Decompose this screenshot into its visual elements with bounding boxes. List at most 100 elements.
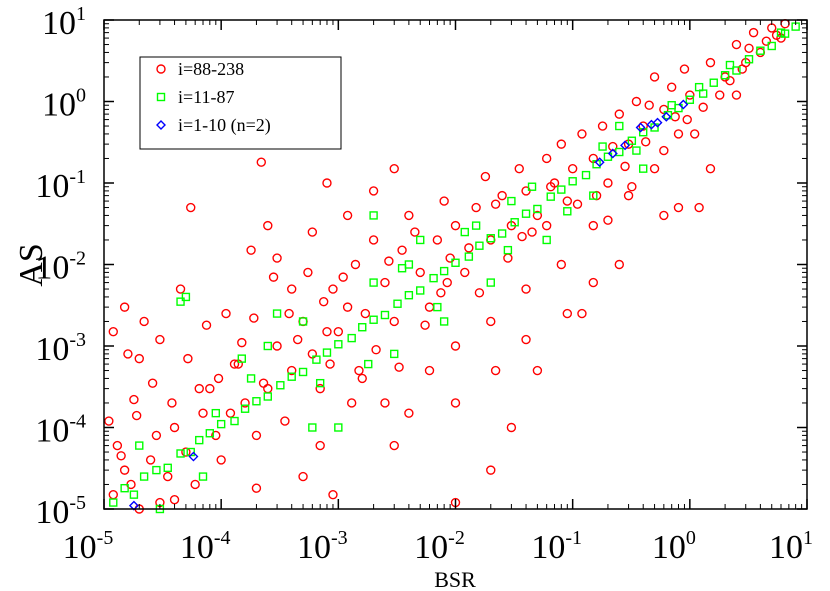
data-point bbox=[546, 182, 556, 192]
data-point bbox=[436, 288, 446, 298]
data-point bbox=[439, 317, 449, 326]
data-point bbox=[557, 185, 566, 194]
data-point bbox=[303, 267, 313, 278]
data-point bbox=[190, 479, 200, 490]
data-point bbox=[652, 117, 663, 128]
data-point bbox=[237, 354, 246, 363]
data-point bbox=[334, 340, 343, 349]
data-point bbox=[205, 383, 215, 394]
data-point bbox=[659, 210, 669, 221]
data-point bbox=[486, 278, 495, 287]
y-tick-label: 10-3 bbox=[35, 329, 86, 368]
data-point bbox=[333, 326, 344, 337]
data-point bbox=[404, 210, 414, 221]
data-point bbox=[258, 378, 269, 388]
data-point bbox=[620, 161, 630, 172]
data-point bbox=[169, 495, 180, 505]
legend-marker bbox=[156, 120, 166, 130]
data-point bbox=[129, 394, 139, 405]
data-point bbox=[748, 27, 759, 38]
data-point bbox=[216, 455, 226, 465]
data-point bbox=[464, 243, 474, 253]
data-point bbox=[249, 313, 259, 323]
data-point bbox=[280, 416, 290, 426]
data-point bbox=[358, 323, 367, 332]
data-point bbox=[272, 253, 282, 263]
data-point bbox=[514, 163, 524, 174]
data-point bbox=[315, 378, 325, 388]
y-tick-label: 10-5 bbox=[35, 492, 86, 531]
data-point bbox=[506, 422, 517, 433]
data-point bbox=[155, 334, 165, 345]
data-point bbox=[135, 441, 144, 450]
data-point bbox=[252, 397, 261, 406]
series-1 bbox=[109, 22, 800, 514]
data-point bbox=[357, 373, 367, 384]
data-point bbox=[542, 235, 551, 245]
series-2 bbox=[128, 99, 689, 511]
x-tick-label: 10-1 bbox=[531, 527, 582, 566]
x-tick-label: 10-3 bbox=[297, 527, 348, 566]
data-point bbox=[390, 349, 399, 359]
y-tick-label: 101 bbox=[42, 3, 86, 42]
data-point bbox=[588, 220, 598, 231]
data-point bbox=[298, 367, 308, 377]
data-point bbox=[572, 199, 583, 209]
data-point bbox=[198, 408, 208, 418]
data-point bbox=[342, 210, 353, 221]
data-point bbox=[517, 231, 527, 242]
data-point bbox=[546, 192, 555, 201]
data-point bbox=[350, 259, 361, 270]
data-point bbox=[445, 253, 455, 263]
data-point bbox=[556, 259, 567, 270]
data-point bbox=[312, 355, 321, 364]
data-point bbox=[623, 190, 634, 201]
data-point bbox=[246, 374, 256, 383]
data-point bbox=[229, 359, 240, 369]
data-point bbox=[638, 121, 648, 131]
data-point bbox=[230, 416, 239, 426]
data-point bbox=[216, 419, 226, 429]
data-point bbox=[533, 204, 542, 214]
data-point bbox=[354, 365, 364, 376]
data-point bbox=[416, 235, 425, 245]
data-point bbox=[338, 272, 348, 282]
x-tick-label: 10-4 bbox=[180, 527, 231, 566]
data-point bbox=[563, 207, 572, 216]
data-point bbox=[497, 190, 507, 201]
data-point bbox=[134, 353, 144, 364]
data-point bbox=[527, 182, 537, 191]
data-point bbox=[497, 229, 507, 238]
y-tick-label: 10-1 bbox=[35, 166, 86, 205]
data-point bbox=[308, 423, 317, 432]
data-point bbox=[433, 302, 442, 312]
data-point bbox=[195, 435, 204, 445]
data-point bbox=[328, 284, 338, 294]
data-point bbox=[181, 292, 191, 302]
data-point bbox=[246, 245, 256, 255]
data-point bbox=[284, 308, 294, 319]
y-tick-label: 100 bbox=[42, 85, 86, 124]
data-point bbox=[251, 430, 262, 441]
legend-box bbox=[139, 56, 342, 150]
data-point bbox=[594, 157, 605, 168]
data-point bbox=[673, 129, 684, 139]
data-point bbox=[432, 235, 443, 245]
data-point bbox=[237, 337, 247, 348]
data-point bbox=[393, 299, 402, 308]
data-point bbox=[347, 333, 356, 343]
data-point bbox=[620, 140, 631, 151]
data-point bbox=[715, 90, 725, 100]
axis-ticks bbox=[103, 19, 808, 510]
data-point bbox=[737, 64, 747, 74]
data-point bbox=[532, 365, 543, 376]
data-point bbox=[767, 41, 776, 51]
data-point bbox=[725, 60, 735, 70]
data-point bbox=[527, 227, 537, 237]
x-tick-label: 100 bbox=[652, 527, 696, 566]
y-tick-label: 10-2 bbox=[35, 248, 86, 287]
legend-label: i=88-238 bbox=[178, 59, 244, 79]
data-point bbox=[614, 259, 624, 270]
data-point bbox=[201, 320, 212, 330]
data-point bbox=[556, 139, 567, 149]
